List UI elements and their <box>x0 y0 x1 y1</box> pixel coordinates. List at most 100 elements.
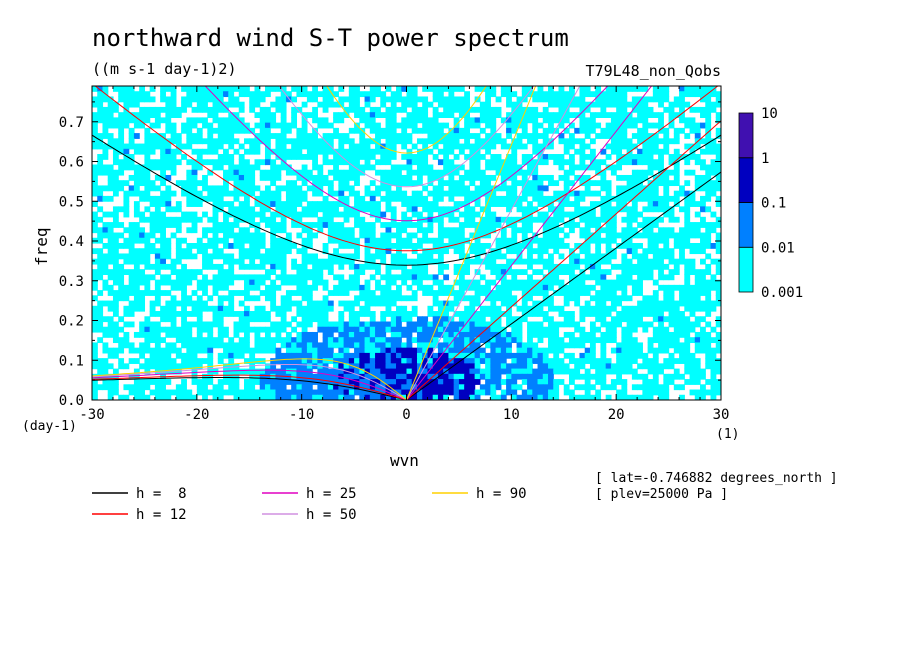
heat-cell <box>506 352 512 359</box>
heat-cell <box>527 248 533 255</box>
heat-cell <box>553 331 560 338</box>
heat-cell <box>133 91 140 98</box>
heat-cell <box>416 337 423 344</box>
heat-cell <box>469 143 476 150</box>
heat-cell <box>233 326 240 333</box>
heat-cell <box>312 164 318 171</box>
heat-cell <box>275 101 282 108</box>
heat-cell <box>610 222 617 228</box>
heat-cell <box>238 164 245 171</box>
heat-cell <box>118 206 125 213</box>
heat-cell <box>479 326 486 333</box>
heat-cell <box>348 232 355 239</box>
heat-cell <box>647 300 654 307</box>
heat-cell <box>663 363 670 370</box>
heat-cell <box>343 174 350 181</box>
heat-cell <box>165 274 172 281</box>
heat-cell <box>196 300 203 307</box>
heat-cell <box>338 384 345 391</box>
heat-cell <box>689 258 696 265</box>
heat-cell <box>107 347 114 354</box>
heat-cell <box>254 138 261 145</box>
heat-cell <box>516 331 523 338</box>
heat-cell <box>118 274 125 281</box>
heat-cell <box>160 384 166 391</box>
heat-cell <box>270 122 277 129</box>
heat-cell <box>322 133 329 139</box>
heat-cell <box>291 384 298 391</box>
heat-cell <box>511 274 518 281</box>
heat-cell <box>437 180 444 187</box>
heat-cell <box>563 127 570 134</box>
heat-cell <box>679 154 685 160</box>
heat-cell <box>212 243 219 249</box>
heat-cell <box>647 159 654 166</box>
heat-cell <box>694 284 701 291</box>
heat-cell <box>568 279 575 286</box>
heat-cell <box>500 269 507 275</box>
heat-cell <box>443 321 450 328</box>
heat-cell <box>259 368 266 375</box>
heat-cell <box>280 248 287 255</box>
heat-cell <box>112 253 119 260</box>
heat-cell <box>123 384 130 391</box>
heat-cell <box>133 143 140 150</box>
heat-cell <box>259 122 266 129</box>
heat-cell <box>343 133 350 139</box>
heat-cell <box>285 352 292 359</box>
heat-cell <box>359 352 366 359</box>
heat-cell <box>406 269 413 275</box>
heat-cell <box>647 269 654 275</box>
heat-cell <box>490 352 497 359</box>
heat-cell <box>280 326 287 333</box>
heat-cell <box>710 337 717 344</box>
heat-cell <box>479 190 486 197</box>
heat-cell <box>118 263 125 270</box>
heat-cell <box>553 379 560 385</box>
heat-cell <box>181 237 187 244</box>
heat-cell <box>291 206 298 213</box>
heat-cell <box>715 216 721 223</box>
heat-cell <box>469 326 476 333</box>
heat-cell <box>333 253 339 260</box>
heat-cell <box>532 216 539 223</box>
heat-cell <box>553 279 560 286</box>
heat-cell <box>322 379 329 385</box>
heat-cell <box>579 232 586 239</box>
heat-cell <box>579 227 586 234</box>
heat-cell <box>658 112 664 118</box>
heat-cell <box>264 248 271 255</box>
heat-cell <box>700 279 706 286</box>
heat-cell <box>207 263 214 270</box>
heat-cell <box>448 300 455 307</box>
heat-cell <box>453 154 460 160</box>
heat-cell <box>270 305 277 312</box>
heat-cell <box>254 368 261 375</box>
heat-cell <box>411 112 418 118</box>
heat-cell <box>160 195 166 202</box>
heat-cell <box>631 211 638 218</box>
heat-cell <box>605 216 612 223</box>
heat-cell <box>275 237 282 244</box>
heat-cell <box>191 253 198 260</box>
heat-cell <box>668 195 675 202</box>
heat-cell <box>485 159 491 166</box>
heat-cell <box>196 311 203 317</box>
heat-cell <box>154 216 161 223</box>
heat-cell <box>679 253 685 260</box>
heat-cell <box>448 337 455 344</box>
heat-cell <box>223 279 229 286</box>
heat-cell <box>432 133 439 139</box>
heat-cell <box>673 133 680 139</box>
heat-cell <box>568 316 575 323</box>
heat-cell <box>170 159 177 166</box>
heat-cell <box>511 269 518 275</box>
heat-cell <box>223 222 229 228</box>
heat-cell <box>458 190 465 197</box>
heat-cell <box>474 164 481 171</box>
heat-cell <box>223 379 229 385</box>
heat-cell <box>621 342 628 349</box>
heat-cell <box>437 243 444 249</box>
heat-cell <box>154 331 161 338</box>
heat-cell <box>364 290 371 296</box>
